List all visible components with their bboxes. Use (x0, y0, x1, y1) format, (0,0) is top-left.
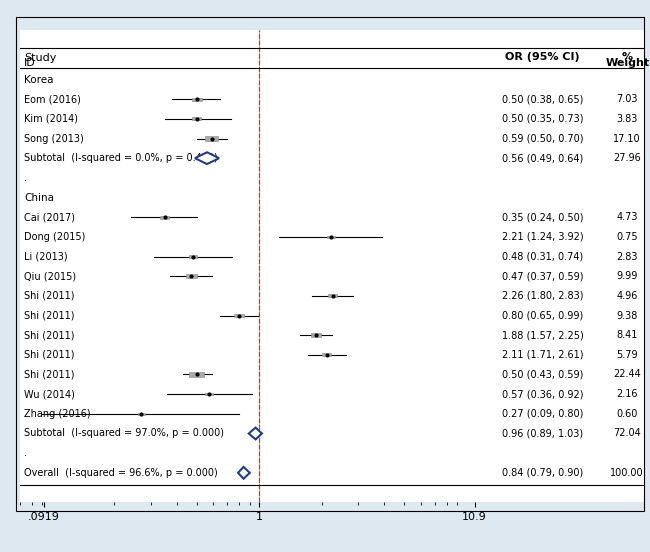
Text: 0.59 (0.50, 0.70): 0.59 (0.50, 0.70) (502, 134, 584, 144)
Text: 22.44: 22.44 (614, 369, 641, 379)
Text: Overall  (I-squared = 96.6%, p = 0.000): Overall (I-squared = 96.6%, p = 0.000) (24, 468, 218, 478)
Text: 0.27 (0.09, 0.80): 0.27 (0.09, 0.80) (502, 409, 584, 419)
Text: 0.75: 0.75 (616, 232, 638, 242)
Polygon shape (311, 333, 321, 337)
Polygon shape (327, 236, 335, 238)
Text: 2.11 (1.71, 2.61): 2.11 (1.71, 2.61) (502, 350, 584, 360)
Text: 0.35 (0.24, 0.50): 0.35 (0.24, 0.50) (502, 212, 584, 222)
Text: 0.80 (0.65, 0.99): 0.80 (0.65, 0.99) (502, 311, 584, 321)
Text: 0.50 (0.35, 0.73): 0.50 (0.35, 0.73) (502, 114, 584, 124)
Text: 8.41: 8.41 (617, 330, 638, 340)
Polygon shape (192, 118, 201, 120)
Text: Subtotal  (I-squared = 97.0%, p = 0.000): Subtotal (I-squared = 97.0%, p = 0.000) (24, 428, 224, 438)
Text: China: China (24, 193, 55, 203)
Text: 0.57 (0.36, 0.92): 0.57 (0.36, 0.92) (502, 389, 584, 399)
Polygon shape (189, 372, 205, 377)
Polygon shape (322, 353, 332, 357)
Text: Qiu (2015): Qiu (2015) (24, 271, 77, 281)
Text: 2.16: 2.16 (616, 389, 638, 399)
Polygon shape (192, 98, 202, 101)
Text: 0.50 (0.38, 0.65): 0.50 (0.38, 0.65) (502, 94, 584, 104)
Text: 4.96: 4.96 (617, 291, 638, 301)
Text: Shi (2011): Shi (2011) (24, 330, 75, 340)
Text: 9.38: 9.38 (617, 311, 638, 321)
Text: %: % (621, 52, 633, 62)
Text: 0.96 (0.89, 1.03): 0.96 (0.89, 1.03) (502, 428, 583, 438)
Polygon shape (205, 393, 213, 395)
Text: 0.56 (0.49, 0.64): 0.56 (0.49, 0.64) (502, 153, 584, 163)
Text: 100.00: 100.00 (610, 468, 644, 478)
Text: Subtotal  (I-squared = 0.0%, p = 0.469): Subtotal (I-squared = 0.0%, p = 0.469) (24, 153, 218, 163)
Text: 2.21 (1.24, 3.92): 2.21 (1.24, 3.92) (502, 232, 584, 242)
Polygon shape (205, 136, 218, 141)
Text: 3.83: 3.83 (617, 114, 638, 124)
Text: Wu (2014): Wu (2014) (24, 389, 75, 399)
Text: Li (2013): Li (2013) (24, 252, 68, 262)
Text: 2.83: 2.83 (616, 252, 638, 262)
Text: 0.60: 0.60 (617, 409, 638, 419)
Text: .: . (24, 173, 27, 183)
Polygon shape (328, 294, 337, 298)
Text: Eom (2016): Eom (2016) (24, 94, 81, 104)
Polygon shape (186, 274, 196, 278)
Polygon shape (189, 255, 197, 258)
Polygon shape (138, 412, 145, 415)
Text: 72.04: 72.04 (614, 428, 641, 438)
Text: Weight: Weight (605, 58, 649, 68)
Text: ID: ID (24, 58, 36, 68)
Text: Shi (2011): Shi (2011) (24, 311, 75, 321)
Text: 27.96: 27.96 (614, 153, 641, 163)
Text: 0.50 (0.43, 0.59): 0.50 (0.43, 0.59) (502, 369, 584, 379)
Text: OR (95% CI): OR (95% CI) (506, 52, 580, 62)
Text: Song (2013): Song (2013) (24, 134, 84, 144)
Text: Kim (2014): Kim (2014) (24, 114, 78, 124)
Text: Cai (2017): Cai (2017) (24, 212, 75, 222)
Text: .: . (24, 448, 27, 458)
Text: Shi (2011): Shi (2011) (24, 369, 75, 379)
Polygon shape (238, 467, 250, 479)
Text: 0.84 (0.79, 0.90): 0.84 (0.79, 0.90) (502, 468, 584, 478)
Polygon shape (160, 216, 169, 219)
Text: Dong (2015): Dong (2015) (24, 232, 86, 242)
Polygon shape (249, 428, 262, 439)
Text: 7.03: 7.03 (616, 94, 638, 104)
Text: Korea: Korea (24, 75, 54, 84)
Text: 0.48 (0.31, 0.74): 0.48 (0.31, 0.74) (502, 252, 584, 262)
Text: Shi (2011): Shi (2011) (24, 350, 75, 360)
Text: 17.10: 17.10 (614, 134, 641, 144)
Text: 2.26 (1.80, 2.83): 2.26 (1.80, 2.83) (502, 291, 584, 301)
Text: 4.73: 4.73 (616, 212, 638, 222)
Text: 0.47 (0.37, 0.59): 0.47 (0.37, 0.59) (502, 271, 584, 281)
Polygon shape (195, 152, 219, 164)
Text: Shi (2011): Shi (2011) (24, 291, 75, 301)
Text: 5.79: 5.79 (616, 350, 638, 360)
Polygon shape (234, 314, 244, 317)
Text: 1.88 (1.57, 2.25): 1.88 (1.57, 2.25) (502, 330, 584, 340)
Text: 9.99: 9.99 (617, 271, 638, 281)
Text: Study: Study (24, 53, 57, 63)
Text: Zhang (2016): Zhang (2016) (24, 409, 91, 419)
